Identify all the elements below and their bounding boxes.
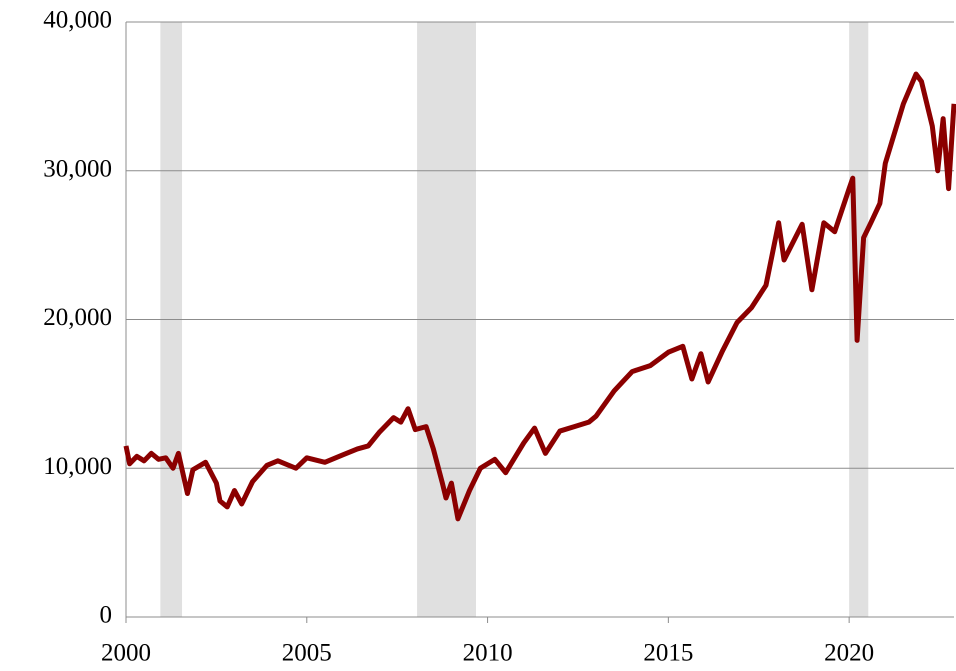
y-tick-label: 30,000 bbox=[43, 155, 112, 182]
y-tick-label: 40,000 bbox=[43, 7, 112, 34]
x-tick-label: 2020 bbox=[824, 640, 874, 667]
x-tick-label: 2015 bbox=[643, 640, 693, 667]
y-tick-label: 20,000 bbox=[43, 304, 112, 331]
data-line bbox=[123, 71, 956, 522]
y-tick-label: 10,000 bbox=[43, 453, 112, 480]
x-tick-label: 2010 bbox=[463, 640, 513, 667]
x-tick-label: 2005 bbox=[282, 640, 332, 667]
y-tick-label: 0 bbox=[100, 602, 113, 629]
x-tick-label: 2000 bbox=[101, 640, 151, 667]
